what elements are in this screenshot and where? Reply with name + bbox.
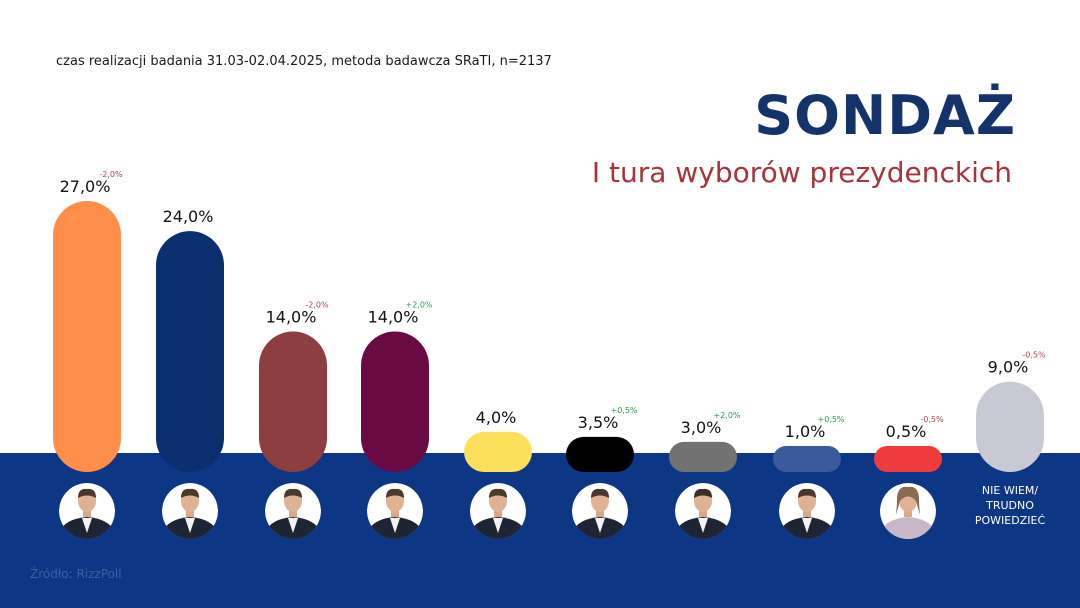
bar-value-label: 27,0% <box>60 177 111 196</box>
change-label: -2,0% <box>99 170 123 179</box>
candidate-portrait <box>265 483 321 539</box>
bar-8 <box>773 446 841 472</box>
bar-value-label: 14,0% <box>266 307 317 326</box>
bar-6 <box>566 436 634 472</box>
bar-7 <box>669 441 737 472</box>
bar-5 <box>464 431 532 472</box>
source-note: Źródło: RizzPoll <box>30 567 122 581</box>
candidate-portrait <box>779 483 835 539</box>
change-label: +2,0% <box>713 411 740 420</box>
candidate-portrait <box>572 483 628 539</box>
bar-value-label: 0,5% <box>886 422 927 441</box>
change-label: +2,0% <box>405 300 432 309</box>
bar-value-label: 14,0% <box>368 307 419 326</box>
bar-4 <box>361 331 429 472</box>
change-label: +0,5% <box>610 406 637 415</box>
candidate-portrait <box>162 483 218 539</box>
bar-value-label: 24,0% <box>163 207 214 226</box>
bar-10 <box>976 381 1044 472</box>
change-label: -0,5% <box>920 415 944 424</box>
chart-heading: I tura wyborów prezydenckich <box>591 156 1012 189</box>
candidate-portrait <box>675 483 731 539</box>
candidate-portrait <box>470 483 526 539</box>
bar-value-label: 1,0% <box>785 422 826 441</box>
bar-value-label: 3,0% <box>681 418 722 437</box>
survey-details: czas realizacji badania 31.03-02.04.2025… <box>56 54 552 69</box>
bar-value-label: 3,5% <box>578 413 619 432</box>
bar-value-label: 9,0% <box>988 358 1029 377</box>
bar-2 <box>156 231 224 472</box>
candidate-portrait <box>367 483 423 539</box>
bar-1 <box>53 201 121 472</box>
change-label: -2,0% <box>305 300 329 309</box>
change-label: +0,5% <box>817 415 844 424</box>
candidate-portrait <box>880 483 936 539</box>
bar-3 <box>259 331 327 472</box>
bar-value-label: 4,0% <box>476 408 517 427</box>
change-label: -0,5% <box>1022 351 1046 360</box>
candidate-portrait <box>59 483 115 539</box>
bar-9 <box>874 446 942 472</box>
page-title: SONDAŻ <box>754 84 1016 147</box>
category-label: NIE WIEM/TRUDNO POWIEDZIEĆ <box>975 484 1046 527</box>
